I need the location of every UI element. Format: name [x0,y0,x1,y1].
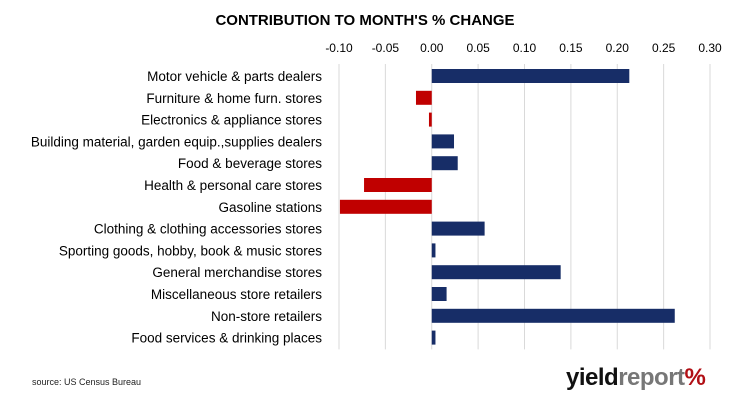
logo-part-yield: yield [566,364,619,391]
chart-title: CONTRIBUTION TO MONTH'S % CHANGE [215,12,515,29]
x-tick-label: 0.30 [698,41,722,55]
x-tick-label: 0.00 [420,41,444,55]
x-tick-label: 0.20 [606,41,630,55]
bar [431,134,455,149]
bar [431,308,675,323]
bar [431,243,436,258]
logo-part-report: report [618,364,685,391]
source-note: source: US Census Bureau [32,377,142,387]
category-label: Food & beverage stores [178,156,322,171]
category-label: Furniture & home furn. stores [146,91,322,106]
category-label: Health & personal care stores [144,178,322,193]
x-tick-label: -0.10 [325,41,353,55]
bar [364,178,432,192]
logo-percent-symbol: % [684,364,706,391]
category-label: Sporting goods, hobby, book & music stor… [59,243,322,258]
bar [415,90,432,105]
category-label: Motor vehicle & parts dealers [147,69,322,84]
x-tick-label: 0.15 [559,41,583,55]
category-label: General merchandise stores [152,265,322,280]
bar [431,221,485,236]
bar [428,112,432,127]
bar [431,69,630,83]
category-label: Clothing & clothing accessories stores [94,222,322,237]
bar [431,287,447,301]
category-label: Miscellaneous store retailers [151,287,322,302]
category-label: Building material, garden equip.,supplie… [31,134,322,149]
bar [431,330,436,345]
bar [339,199,432,214]
x-tick-label: 0.10 [513,41,537,55]
bar [431,265,561,280]
x-tick-label: 0.05 [466,41,490,55]
category-label: Food services & drinking places [131,331,322,346]
category-label: Electronics & appliance stores [141,113,322,128]
x-tick-label: -0.05 [372,41,400,55]
category-label: Gasoline stations [218,200,322,215]
yieldreport-logo: yieldreport% [566,364,706,392]
x-tick-label: 0.25 [652,41,676,55]
bar [431,156,458,171]
category-label: Non-store retailers [211,309,322,324]
